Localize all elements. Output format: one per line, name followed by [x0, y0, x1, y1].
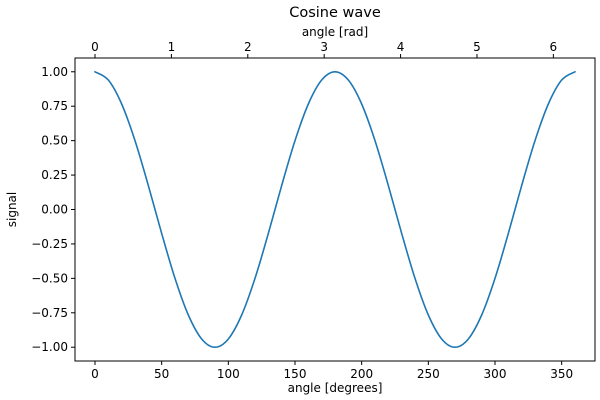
- x-tick-label: 150: [284, 367, 307, 381]
- x-axis-ticks: 0 50 100 150 200 250 300 350: [91, 361, 573, 381]
- x2-tick-label: 1: [168, 40, 176, 54]
- chart-title: Cosine wave: [289, 5, 381, 21]
- plot-frame: [74, 57, 596, 362]
- x-tick-label: 200: [350, 367, 373, 381]
- y-tick-label: −0.25: [31, 237, 68, 251]
- x-tick-label: 350: [550, 367, 573, 381]
- y-tick-label: 0.25: [41, 168, 68, 182]
- y-tick-label: 0.75: [41, 99, 68, 113]
- x-tick-label: 50: [154, 367, 169, 381]
- y-tick-label: −0.75: [31, 306, 68, 320]
- x-tick-label: 300: [484, 367, 507, 381]
- x2-tick-label: 5: [473, 40, 481, 54]
- x2-tick-label: 0: [91, 40, 99, 54]
- series-line: [94, 70, 576, 349]
- x-axis-label: angle [degrees]: [288, 381, 383, 395]
- plot-lines: [94, 70, 576, 349]
- y-tick-label: −0.50: [31, 271, 68, 285]
- x2-tick-label: 6: [550, 40, 558, 54]
- x2-tick-label: 4: [397, 40, 405, 54]
- y-axis-label: signal: [5, 192, 19, 228]
- x-tick-label: 100: [217, 367, 240, 381]
- x-tick-label: 0: [91, 367, 99, 381]
- secondary-x-axis-label: angle [rad]: [302, 25, 368, 39]
- y-tick-label: 0.00: [41, 203, 68, 217]
- y-tick-label: 0.50: [41, 134, 68, 148]
- x2-tick-label: 2: [244, 40, 252, 54]
- x-tick-label: 250: [417, 367, 440, 381]
- y-tick-label: 1.00: [41, 65, 68, 79]
- y-axis-ticks: −1.00 −0.75 −0.50 −0.25 0.00 0.25 0.50 0.75 1.00: [31, 65, 75, 354]
- secondary-x-axis-ticks: 0 1 2 3 4 5 6: [91, 40, 557, 58]
- x2-tick-label: 3: [320, 40, 328, 54]
- y-tick-label: −1.00: [31, 340, 68, 354]
